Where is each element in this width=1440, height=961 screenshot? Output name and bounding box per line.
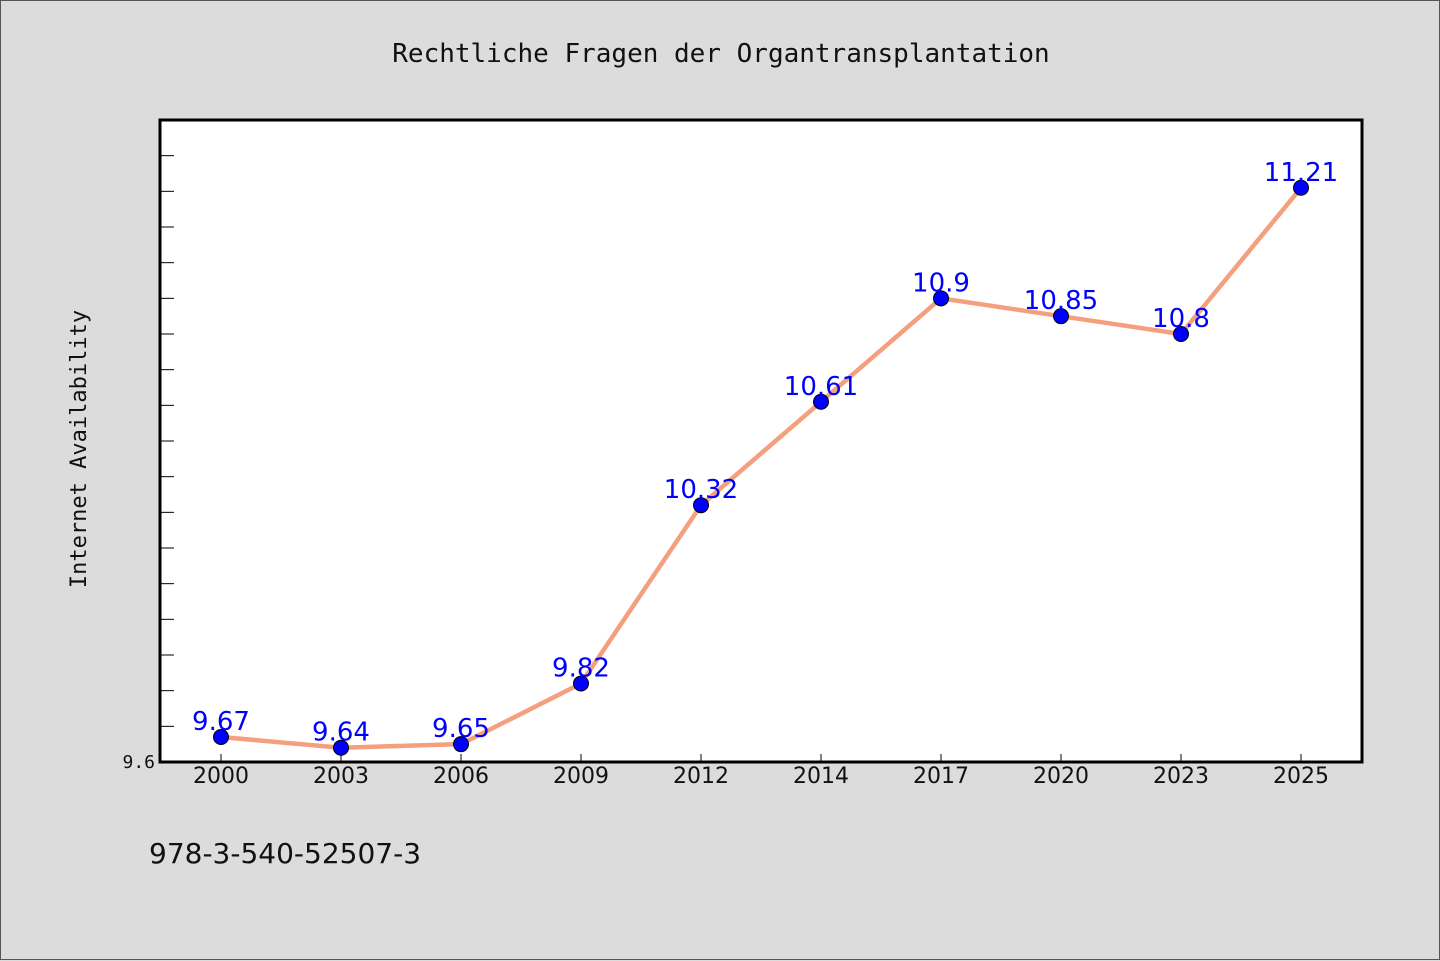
- data-label: 9.67: [192, 707, 250, 737]
- x-tick-label: 2009: [553, 764, 609, 789]
- x-tick-label: 2006: [433, 764, 489, 789]
- data-points: [213, 179, 1309, 756]
- data-point: [933, 290, 949, 307]
- x-tick-label: 2003: [313, 764, 369, 789]
- data-point: [213, 729, 229, 746]
- isbn-annotation: 978-3-540-52507-3: [149, 837, 421, 870]
- series-line: [220, 186, 1303, 750]
- x-tick-label: 2014: [793, 764, 849, 789]
- data-label: 9.64: [312, 718, 370, 748]
- data-label: 9.82: [552, 654, 610, 684]
- data-label: 10.85: [1024, 286, 1098, 316]
- data-point: [1053, 308, 1069, 325]
- y-axis-label: Internet Availability: [67, 310, 92, 588]
- data-labels: 9.67 9.64 9.65 9.82 10.32 10.61 10.9 10.85 10.8 1…: [192, 158, 1338, 748]
- x-tick-label: 2025: [1273, 764, 1329, 789]
- data-point: [813, 393, 829, 410]
- data-label: 10.61: [784, 372, 858, 402]
- y-tick-label: 9.6: [122, 752, 155, 773]
- data-point: [1173, 326, 1189, 342]
- data-point: [693, 497, 709, 514]
- x-tick-label: 2020: [1033, 764, 1089, 789]
- data-point: [1293, 179, 1309, 196]
- x-tick-label: 2000: [193, 764, 249, 789]
- data-label: 10.9: [912, 268, 970, 298]
- data-label: 9.65: [432, 714, 490, 744]
- data-point: [573, 675, 589, 692]
- chart-title: Rechtliche Fragen der Organtransplantati…: [392, 39, 1049, 69]
- data-label: 10.32: [664, 475, 738, 505]
- plot-area: [158, 118, 1364, 764]
- data-label: 11.21: [1264, 158, 1338, 188]
- data-point: [333, 739, 349, 756]
- x-axis-ticks: 2000 2003 2006 2009 2012 2014 2017 2020 2023 2025: [193, 754, 1329, 789]
- x-tick-label: 2017: [913, 764, 969, 789]
- x-tick-label: 2023: [1153, 764, 1209, 789]
- data-label: 10.8: [1152, 304, 1210, 334]
- y-axis-ticks: [160, 155, 174, 727]
- data-point: [453, 736, 469, 753]
- x-tick-label: 2012: [673, 764, 729, 789]
